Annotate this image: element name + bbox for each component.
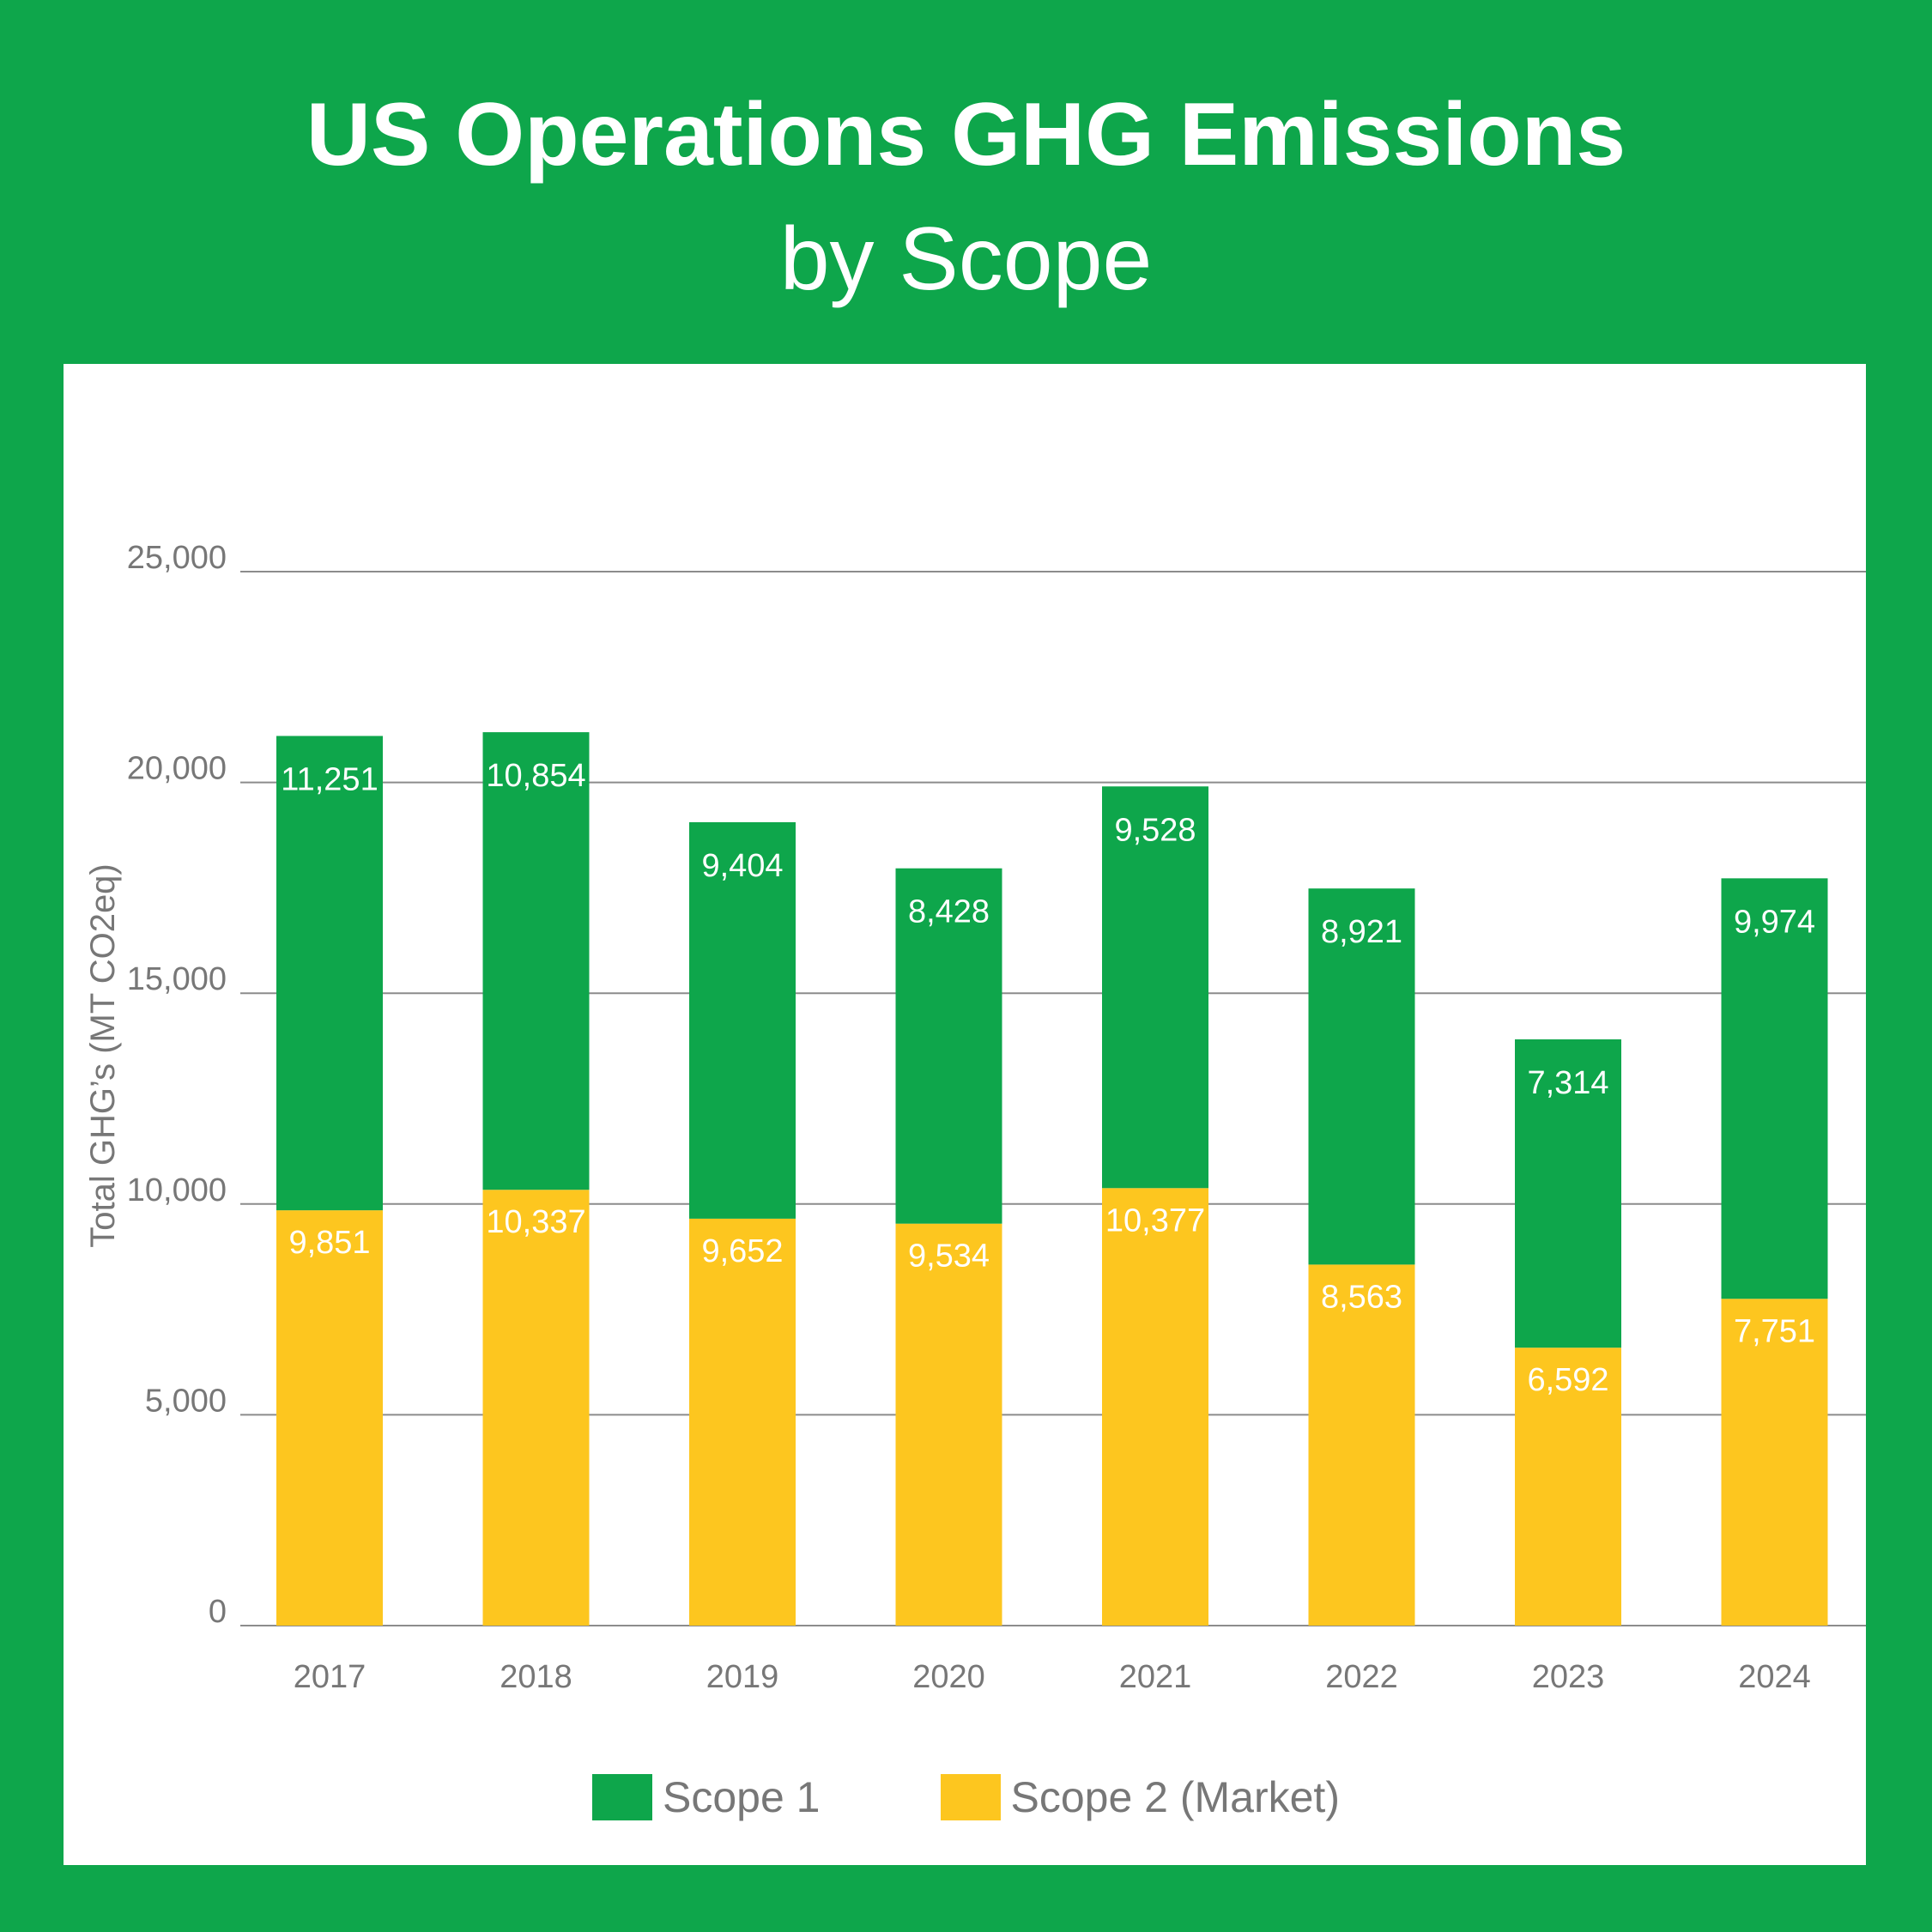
y-tick-label: 25,000	[127, 540, 227, 576]
bar-scope-2-2017[interactable]	[276, 1210, 383, 1626]
x-tick-label-2024: 2024	[1738, 1659, 1811, 1695]
x-tick-label-2023: 2023	[1532, 1659, 1605, 1695]
legend-label-scope-1: Scope 1	[663, 1773, 821, 1821]
bar-scope-2-2024[interactable]	[1721, 1299, 1828, 1626]
x-tick-label-2018: 2018	[500, 1659, 572, 1695]
data-label-scope-2-2023: 6,592	[1527, 1362, 1608, 1398]
legend-swatch-scope-1	[592, 1774, 653, 1820]
data-label-scope-1-2023: 7,314	[1527, 1065, 1608, 1101]
x-tick-label-2017: 2017	[294, 1659, 366, 1695]
data-label-scope-1-2019: 9,404	[701, 848, 783, 884]
chart-subtitle: by Scope	[779, 209, 1153, 309]
bar-scope-1-2022[interactable]	[1308, 888, 1415, 1265]
legend-swatch-scope-2	[940, 1774, 1001, 1820]
x-tick-label-2022: 2022	[1325, 1659, 1398, 1695]
data-label-scope-2-2022: 8,563	[1321, 1279, 1402, 1315]
y-tick-label: 0	[209, 1594, 227, 1630]
legend: Scope 1 Scope 2 (Market)	[0, 1772, 1932, 1822]
y-tick-label: 5,000	[145, 1383, 227, 1419]
bar-scope-2-2019[interactable]	[689, 1218, 796, 1626]
legend-label-scope-2: Scope 2 (Market)	[1010, 1773, 1340, 1821]
chart-title: US Operations GHG Emissions	[306, 85, 1626, 185]
bar-scope-2-2021[interactable]	[1102, 1188, 1208, 1626]
data-label-scope-1-2021: 9,528	[1114, 812, 1196, 848]
bar-scope-1-2024[interactable]	[1721, 878, 1828, 1299]
legend-item-scope-1[interactable]: Scope 1	[592, 1772, 821, 1822]
data-label-scope-2-2021: 10,377	[1105, 1202, 1205, 1239]
bar-scope-1-2020[interactable]	[895, 868, 1002, 1224]
data-label-scope-2-2020: 9,534	[908, 1239, 990, 1275]
bar-scope-2-2022[interactable]	[1308, 1264, 1415, 1626]
bar-scope-1-2017[interactable]	[276, 736, 383, 1211]
data-label-scope-1-2020: 8,428	[908, 894, 990, 930]
bar-scope-2-2023[interactable]	[1515, 1348, 1621, 1626]
data-label-scope-2-2018: 10,337	[486, 1204, 585, 1240]
bar-scope-1-2019[interactable]	[689, 821, 796, 1219]
y-axis-title: Total GHG’s (MT CO2eq)	[84, 863, 122, 1248]
bar-scope-1-2021[interactable]	[1102, 786, 1208, 1189]
y-tick-label: 10,000	[127, 1172, 227, 1208]
data-label-scope-2-2017: 9,851	[288, 1225, 370, 1261]
data-label-scope-1-2024: 9,974	[1734, 904, 1815, 940]
y-tick-label: 20,000	[127, 751, 227, 787]
bar-scope-1-2018[interactable]	[482, 732, 590, 1190]
data-label-scope-1-2018: 10,854	[486, 758, 585, 794]
data-label-scope-1-2017: 11,251	[281, 761, 378, 797]
bar-scope-2-2018[interactable]	[482, 1190, 590, 1626]
bar-scope-2-2020[interactable]	[895, 1223, 1002, 1626]
legend-item-scope-2[interactable]: Scope 2 (Market)	[940, 1772, 1340, 1822]
x-tick-label-2019: 2019	[706, 1659, 779, 1695]
bar-scope-1-2023[interactable]	[1515, 1039, 1621, 1348]
data-label-scope-1-2022: 8,921	[1321, 914, 1402, 950]
data-label-scope-2-2024: 7,751	[1734, 1313, 1815, 1349]
x-tick-label-2020: 2020	[912, 1659, 985, 1695]
y-tick-label: 15,000	[127, 961, 227, 997]
x-tick-label-2021: 2021	[1119, 1659, 1192, 1695]
data-label-scope-2-2019: 9,652	[701, 1233, 783, 1269]
